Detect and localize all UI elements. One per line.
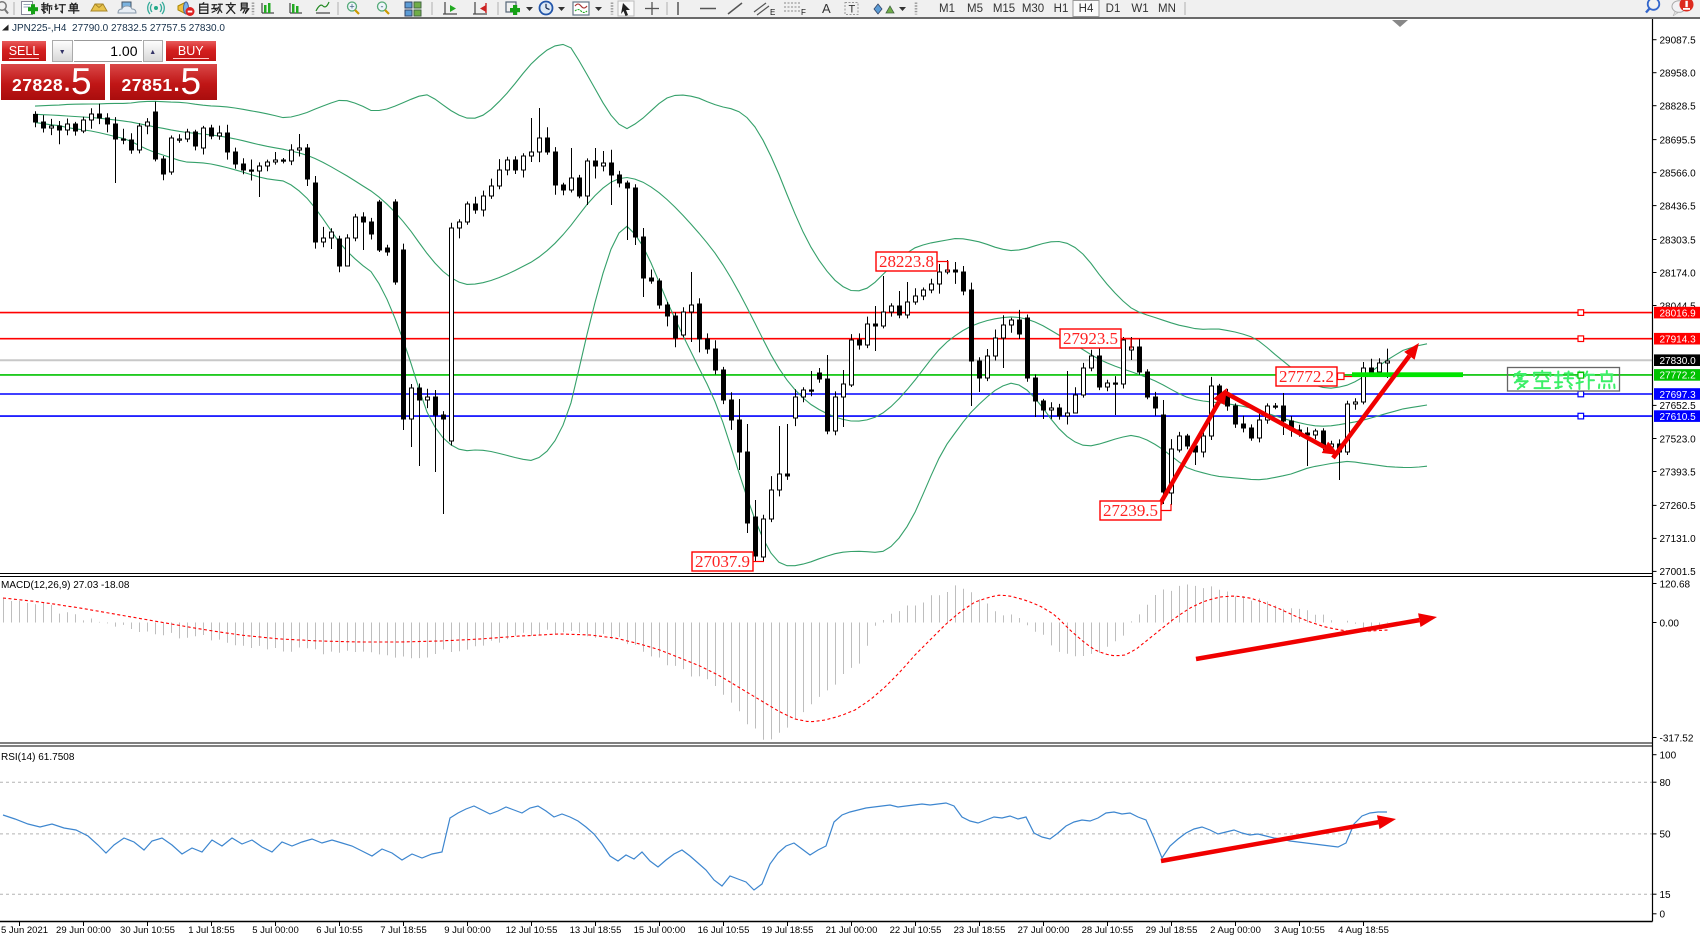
svg-text:15: 15 (1660, 890, 1672, 901)
svg-text:29087.5: 29087.5 (1660, 36, 1697, 47)
svg-text:7 Jul 18:55: 7 Jul 18:55 (380, 925, 426, 936)
svg-text:27830.0: 27830.0 (1660, 356, 1697, 367)
svg-text:27393.5: 27393.5 (1660, 467, 1697, 478)
svg-text:27523.0: 27523.0 (1660, 434, 1697, 445)
svg-text:28 Jul 10:55: 28 Jul 10:55 (1082, 925, 1134, 936)
svg-text:27037.9: 27037.9 (695, 552, 750, 571)
svg-text:F: F (801, 8, 806, 17)
svg-text:21 Jul 00:00: 21 Jul 00:00 (826, 925, 878, 936)
svg-text:RSI(14) 61.7508: RSI(14) 61.7508 (1, 752, 75, 763)
svg-text:15 Jul 00:00: 15 Jul 00:00 (634, 925, 686, 936)
svg-text:13 Jul 18:55: 13 Jul 18:55 (570, 925, 622, 936)
svg-text:T: T (849, 4, 856, 16)
svg-text:3 Aug 10:55: 3 Aug 10:55 (1274, 925, 1325, 936)
svg-text:120.68: 120.68 (1660, 579, 1691, 590)
svg-text:M5: M5 (967, 3, 983, 15)
svg-text:30 Jun 10:55: 30 Jun 10:55 (120, 925, 175, 936)
svg-text:9 Jul 00:00: 9 Jul 00:00 (444, 925, 490, 936)
svg-text:28566.0: 28566.0 (1660, 168, 1697, 179)
svg-text:28958.0: 28958.0 (1660, 69, 1697, 80)
svg-text:-: - (381, 2, 384, 12)
svg-text:A: A (822, 1, 831, 16)
svg-text:0.00: 0.00 (1660, 618, 1680, 629)
svg-text:1 Jul 18:55: 1 Jul 18:55 (188, 925, 234, 936)
svg-text:W1: W1 (1131, 3, 1148, 15)
svg-text:16 Jul 10:55: 16 Jul 10:55 (698, 925, 750, 936)
svg-text:27923.5: 27923.5 (1063, 329, 1118, 348)
svg-text:27697.3: 27697.3 (1660, 390, 1697, 401)
svg-text:D1: D1 (1106, 3, 1121, 15)
svg-text:22 Jul 10:55: 22 Jul 10:55 (890, 925, 942, 936)
svg-text:29 Jul 18:55: 29 Jul 18:55 (1146, 925, 1198, 936)
svg-text:4 Aug 18:55: 4 Aug 18:55 (1338, 925, 1389, 936)
svg-text:M15: M15 (993, 3, 1015, 15)
svg-text:27772.2: 27772.2 (1279, 367, 1334, 386)
svg-text:5 Jun 2021: 5 Jun 2021 (1, 925, 48, 936)
svg-text:5 Jul 00:00: 5 Jul 00:00 (252, 925, 298, 936)
svg-text:27914.3: 27914.3 (1660, 335, 1697, 346)
svg-text:27610.5: 27610.5 (1660, 412, 1697, 423)
svg-text:28223.8: 28223.8 (879, 252, 934, 271)
svg-text:27001.5: 27001.5 (1660, 567, 1697, 578)
svg-text:M1: M1 (939, 3, 955, 15)
svg-text:100: 100 (1660, 751, 1677, 762)
svg-text:28016.9: 28016.9 (1660, 308, 1697, 319)
svg-text:M30: M30 (1022, 3, 1044, 15)
svg-text:28174.0: 28174.0 (1660, 268, 1697, 279)
svg-text:29 Jun 00:00: 29 Jun 00:00 (56, 925, 111, 936)
svg-text:12 Jul 10:55: 12 Jul 10:55 (506, 925, 558, 936)
svg-text:JPN225-,H4 27790.0 27832.5 27: JPN225-,H4 27790.0 27832.5 27757.5 27830… (12, 23, 225, 34)
svg-text:23 Jul 18:55: 23 Jul 18:55 (954, 925, 1006, 936)
svg-text:28303.5: 28303.5 (1660, 235, 1697, 246)
svg-text:27239.5: 27239.5 (1103, 501, 1158, 520)
svg-text:MACD(12,26,9) 27.03 -18.08: MACD(12,26,9) 27.03 -18.08 (1, 580, 130, 591)
svg-text:E: E (770, 8, 775, 17)
svg-text:19 Jul 18:55: 19 Jul 18:55 (762, 925, 814, 936)
svg-text:27772.2: 27772.2 (1660, 371, 1697, 382)
svg-text:28828.5: 28828.5 (1660, 102, 1697, 113)
svg-text:27260.5: 27260.5 (1660, 501, 1697, 512)
svg-text:MN: MN (1158, 3, 1176, 15)
svg-text:-317.52: -317.52 (1660, 733, 1694, 744)
svg-text:H1: H1 (1054, 3, 1069, 15)
svg-text:80: 80 (1660, 778, 1672, 789)
svg-text:50: 50 (1660, 830, 1672, 841)
svg-text:27131.0: 27131.0 (1660, 534, 1697, 545)
svg-text:2 Aug 00:00: 2 Aug 00:00 (1210, 925, 1261, 936)
svg-text:28695.5: 28695.5 (1660, 135, 1697, 146)
svg-text:+: + (349, 2, 354, 12)
svg-text:0: 0 (1660, 910, 1666, 921)
svg-text:27 Jul 00:00: 27 Jul 00:00 (1018, 925, 1070, 936)
svg-text:6 Jul 10:55: 6 Jul 10:55 (316, 925, 362, 936)
svg-text:H4: H4 (1079, 3, 1094, 15)
svg-text:28436.5: 28436.5 (1660, 201, 1697, 212)
